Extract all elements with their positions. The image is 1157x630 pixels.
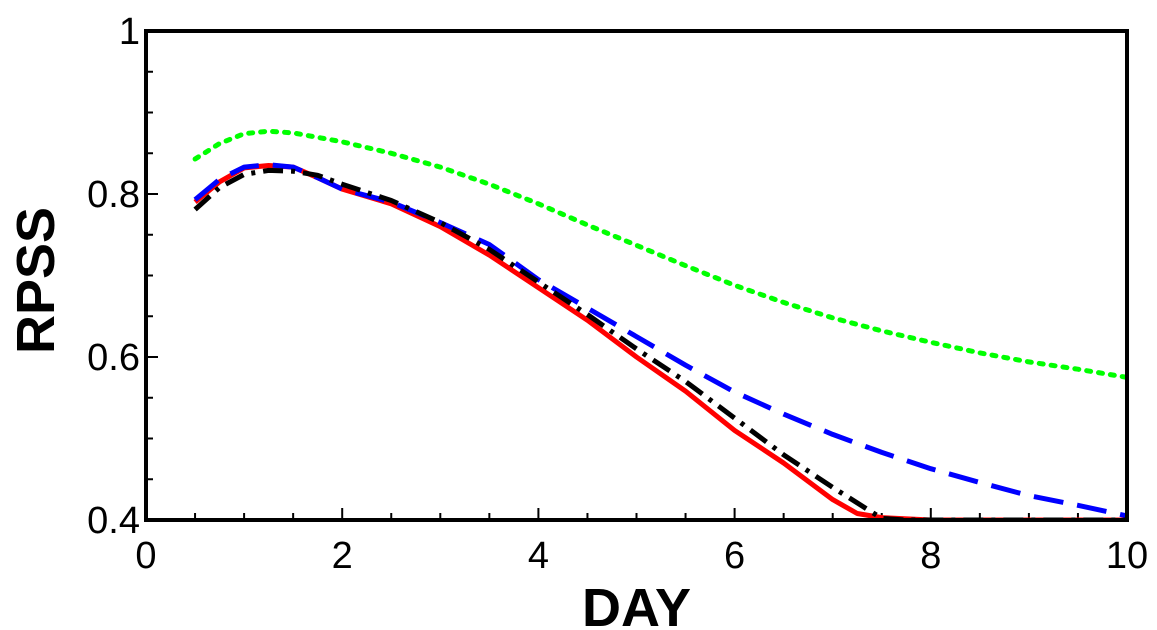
series-line-dashed <box>193 162 1127 519</box>
series-lines <box>192 128 1127 521</box>
x-tick-label: 8 <box>920 535 941 577</box>
y-tick-label: 0.8 <box>87 174 140 216</box>
y-tick-label: 1 <box>119 11 140 53</box>
x-tick-label: 2 <box>332 535 353 577</box>
x-tick-label: 4 <box>528 535 549 577</box>
series-line-dashdot <box>193 167 1127 521</box>
plot-frame <box>144 29 1129 522</box>
series-line-solid <box>193 163 1127 521</box>
y-tick-label: 0.6 <box>87 337 140 379</box>
y-tick-label: 0.4 <box>87 500 140 542</box>
tick-labels: 0 2 4 6 8 10 0.4 0.6 0.8 1 <box>87 11 1148 577</box>
x-tick-label: 6 <box>724 535 745 577</box>
x-tick-label: 0 <box>135 535 156 577</box>
x-axis-title: DAY <box>582 578 691 630</box>
y-axis-title: RPSS <box>6 207 66 354</box>
x-tick-label: 10 <box>1106 535 1148 577</box>
tick-marks <box>145 30 1128 521</box>
series-line-dotted <box>192 128 1127 380</box>
